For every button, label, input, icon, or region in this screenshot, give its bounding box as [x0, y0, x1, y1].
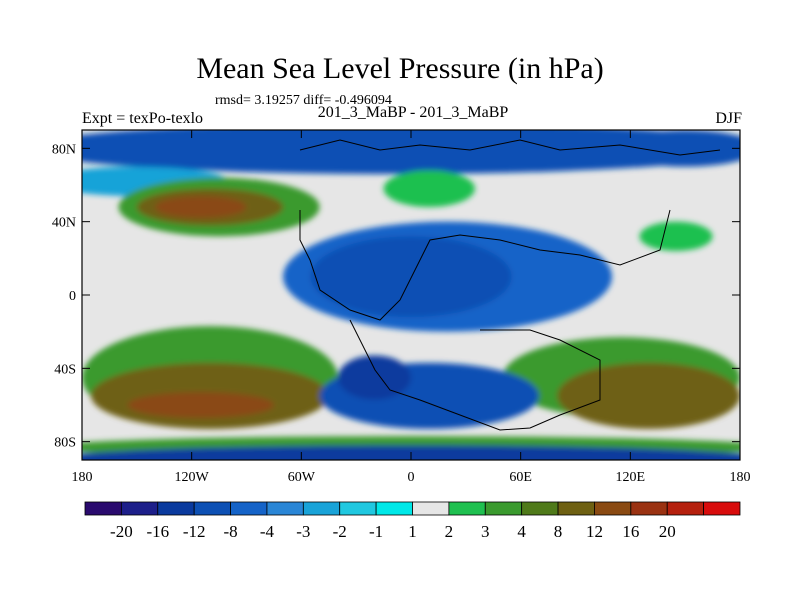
region-arctic-low [82, 130, 740, 174]
region-south-pacific-high-center [127, 392, 274, 418]
colorbar-swatch [630, 501, 668, 516]
colorbar-label: -8 [223, 522, 237, 541]
colorbar-swatch [157, 501, 195, 516]
x-tick-label: 60E [509, 470, 532, 485]
colorbar-swatch [339, 501, 377, 516]
x-tick-label: 180 [72, 470, 93, 485]
colorbar-label: 16 [622, 522, 639, 541]
stats-label: rmsd= 3.19257 diff= -0.496094 [215, 93, 392, 108]
colorbar-label: 3 [481, 522, 490, 541]
experiment-label: Expt = texPo-texlo [82, 110, 204, 127]
season-label: DJF [715, 110, 742, 127]
colorbar-swatch [448, 501, 486, 516]
y-tick-label: 40N [52, 216, 76, 231]
colorbar-swatch [521, 501, 559, 516]
colorbar-swatch [703, 501, 741, 516]
x-tick-label: 120E [616, 470, 646, 485]
region-east-asia-high [639, 221, 713, 251]
colorbar-swatch [84, 501, 122, 516]
colorbar-label: 2 [445, 522, 454, 541]
region-north-pacific-high-center [155, 196, 247, 218]
coastline-overlay [299, 139, 721, 431]
x-tick-label: 60W [288, 470, 316, 485]
colorbar-swatch [120, 501, 159, 516]
colorbar-swatch [412, 501, 450, 516]
colorbar-swatch [484, 501, 523, 516]
x-tick-label: 0 [408, 470, 415, 485]
colorbar-label: 8 [554, 522, 563, 541]
region-tropical-low-core [310, 236, 512, 317]
colorbar-swatch [557, 501, 595, 516]
colorbar-label: -12 [183, 522, 206, 541]
region-north-subpolar-high-east [383, 170, 475, 208]
colorbar-swatch [302, 501, 341, 516]
region-arctic-low-east [612, 130, 740, 167]
colorbar-swatch [193, 501, 231, 516]
y-tick-label: 80S [54, 436, 76, 451]
colorbar-swatch [375, 501, 413, 516]
colorbar: -20 -16 -12 -8 -4 -3 -2 -1 1 2 3 4 8 12 16 20 [84, 501, 741, 541]
colorbar-label: 20 [659, 522, 676, 541]
colorbar-label: 12 [586, 522, 603, 541]
colorbar-label: -20 [110, 522, 133, 541]
x-axis: 180 120W 60W 0 60E 120E 180 [72, 130, 751, 485]
colorbar-label: -4 [260, 522, 275, 541]
colorbar-label: -3 [296, 522, 310, 541]
colorbar-label: -1 [369, 522, 383, 541]
region-south-atlantic-low-core [337, 355, 412, 400]
colorbar-swatch [666, 501, 705, 516]
colorbar-label: -2 [333, 522, 347, 541]
case-label: 201_3_MaBP - 201_3_MaBP [317, 104, 509, 121]
y-tick-label: 80N [52, 142, 76, 157]
colorbar-swatch [266, 501, 304, 516]
y-axis: 80N 40N 0 40S 80S [52, 142, 740, 451]
chart-title: Mean Sea Level Pressure (in hPa) [196, 52, 604, 85]
colorbar-label: 1 [408, 522, 417, 541]
x-tick-label: 180 [730, 470, 751, 485]
region-south-indian-high-core [557, 362, 740, 429]
map-field [82, 130, 740, 460]
colorbar-label: 4 [517, 522, 526, 541]
y-tick-label: 0 [69, 289, 76, 304]
colorbar-label: -16 [146, 522, 169, 541]
colorbar-swatch [594, 501, 632, 516]
y-tick-label: 40S [54, 362, 76, 377]
colorbar-swatch [230, 501, 268, 516]
x-tick-label: 120W [175, 470, 210, 485]
